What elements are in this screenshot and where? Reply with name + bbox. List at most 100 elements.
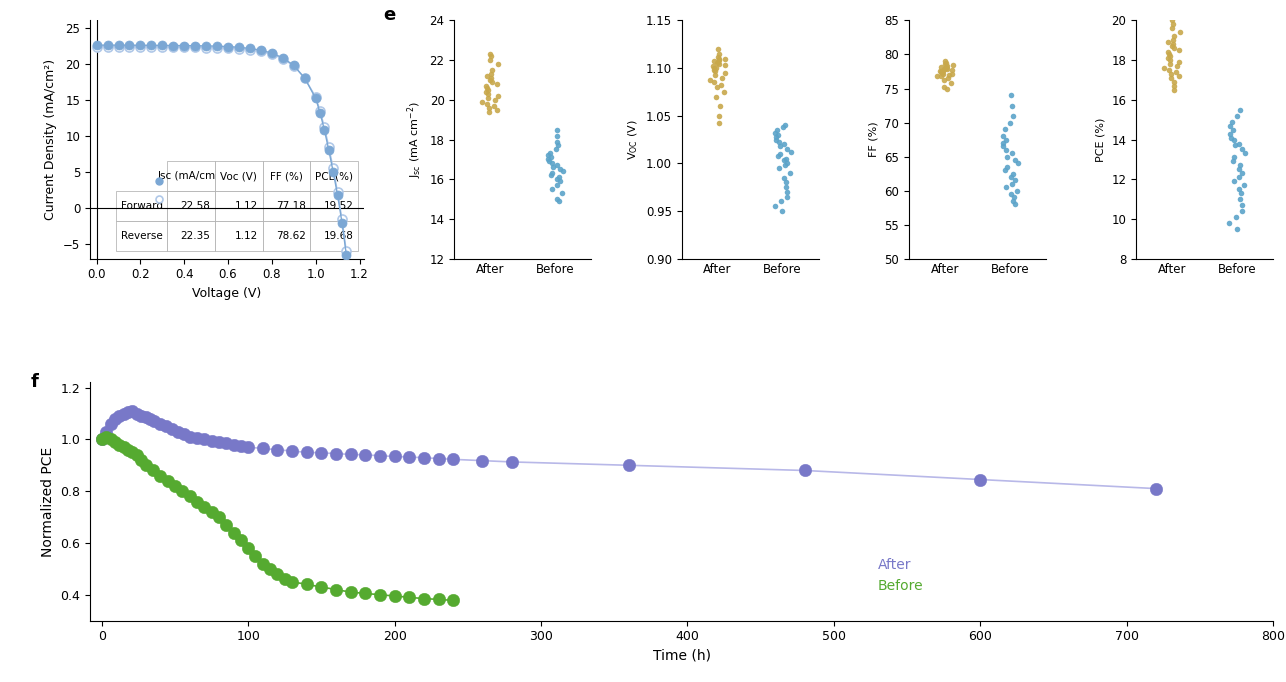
Point (1226, 211, 1246, 222)
Point (931, 66, 952, 77)
Point (487, 59, 508, 70)
Point (779, 167, 800, 178)
Point (705, 70, 725, 80)
Point (993, 131, 1013, 142)
Point (932, 66, 953, 77)
Point (1003, 195, 1024, 206)
Point (1227, 224, 1247, 235)
Point (1219, 218, 1240, 228)
Point (1223, 134, 1244, 145)
Point (1169, 70, 1190, 81)
Point (1154, 63, 1174, 74)
Point (715, 60, 736, 71)
Point (705, 63, 725, 74)
Point (994, 124, 1015, 135)
Point (547, 194, 567, 205)
Point (1164, 43, 1184, 54)
Point (472, 96, 493, 107)
Point (1001, 117, 1021, 128)
Point (1164, 80, 1184, 91)
Point (481, 69, 502, 80)
Point (1161, 72, 1182, 83)
Y-axis label: J$_{\rm sc}$ (mA cm$^{-2}$): J$_{\rm sc}$ (mA cm$^{-2}$) (405, 101, 424, 178)
Point (936, 61, 957, 72)
Point (703, 77, 724, 88)
Point (710, 101, 730, 112)
Point (1001, 90, 1021, 101)
Point (715, 68, 736, 78)
Point (707, 44, 728, 55)
Point (1004, 155, 1025, 166)
Point (775, 120, 796, 131)
Point (478, 102, 499, 113)
Point (934, 75, 954, 86)
Point (1163, 19, 1183, 30)
Point (995, 134, 1016, 145)
Point (770, 196, 791, 207)
Point (547, 136, 567, 147)
Point (480, 74, 500, 85)
Point (1224, 140, 1245, 151)
Point (1163, 35, 1183, 46)
Point (927, 70, 948, 81)
Point (1235, 180, 1255, 191)
Point (935, 63, 955, 74)
Point (703, 61, 724, 72)
Text: Before: Before (878, 578, 923, 593)
Point (1157, 47, 1178, 58)
Point (774, 139, 795, 150)
Point (774, 160, 795, 170)
Point (712, 72, 733, 83)
Point (1160, 50, 1181, 61)
Point (768, 130, 788, 140)
Point (547, 124, 567, 135)
Point (1169, 57, 1190, 68)
Point (932, 69, 953, 80)
Point (1232, 168, 1253, 179)
Point (997, 151, 1017, 162)
Point (709, 53, 729, 64)
Point (765, 128, 786, 138)
Point (930, 65, 950, 76)
Point (1170, 27, 1191, 38)
Point (1164, 76, 1184, 87)
Point (770, 140, 791, 151)
Point (548, 172, 568, 183)
Point (478, 92, 499, 103)
Point (1223, 176, 1244, 187)
Text: e: e (383, 6, 395, 24)
X-axis label: Time (h): Time (h) (652, 649, 711, 663)
X-axis label: Voltage (V): Voltage (V) (193, 287, 261, 300)
Point (478, 85, 499, 95)
Point (711, 80, 732, 91)
Point (706, 58, 727, 69)
Point (1002, 148, 1022, 159)
Point (1222, 116, 1242, 127)
Point (709, 55, 729, 66)
Point (1231, 160, 1251, 170)
Point (937, 73, 958, 84)
Y-axis label: PCE (%): PCE (%) (1096, 117, 1106, 162)
Point (1157, 53, 1178, 63)
Point (932, 68, 953, 78)
Point (487, 91, 508, 102)
Point (1219, 120, 1240, 131)
Point (485, 94, 505, 105)
Point (1223, 156, 1244, 167)
Point (706, 82, 727, 93)
Point (1004, 175, 1025, 186)
Point (935, 59, 955, 70)
Point (549, 164, 570, 175)
Point (549, 176, 570, 187)
Point (476, 70, 496, 81)
Point (476, 98, 496, 109)
Point (540, 148, 561, 159)
Point (481, 72, 502, 83)
Point (1002, 100, 1022, 111)
Point (775, 153, 796, 164)
Point (703, 56, 724, 67)
Point (941, 65, 962, 76)
Point (939, 70, 959, 80)
Point (936, 83, 957, 94)
Y-axis label: Normalized PCE: Normalized PCE (41, 447, 55, 557)
